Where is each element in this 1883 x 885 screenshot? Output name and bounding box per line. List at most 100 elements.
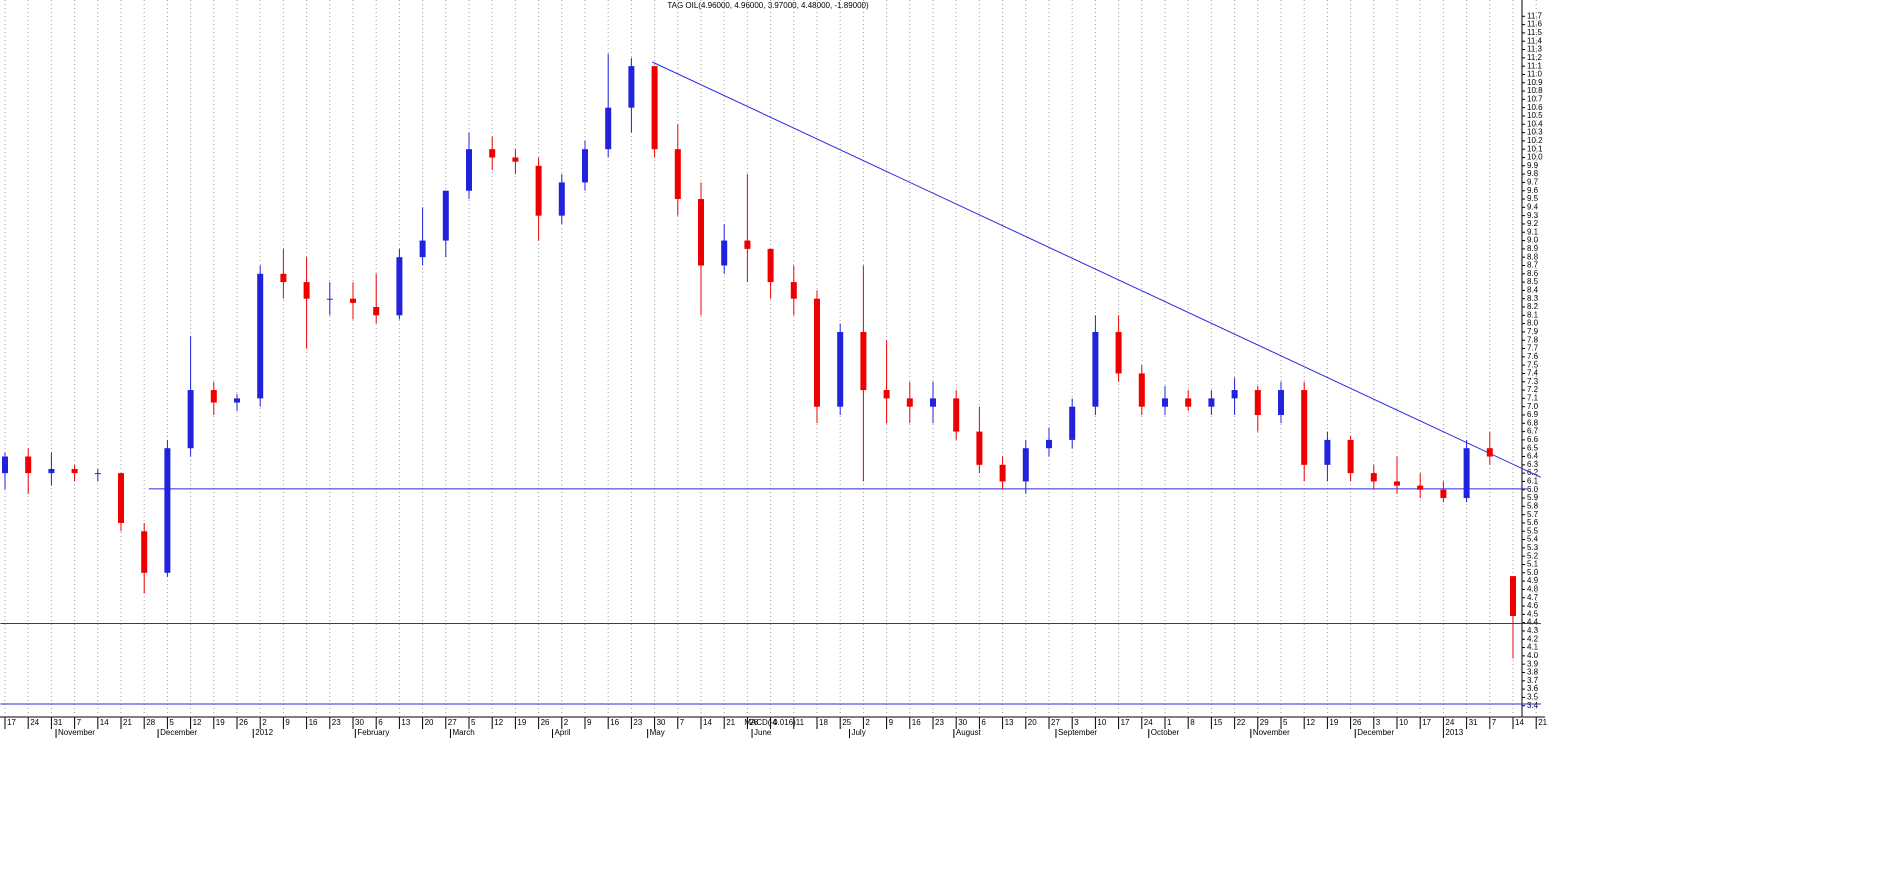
y-tick-label: 3.8 [1527, 668, 1539, 677]
y-tick-label: 9.7 [1527, 178, 1539, 187]
y-tick-label: 11.5 [1527, 28, 1543, 37]
y-tick-label: 4.7 [1527, 593, 1539, 602]
y-tick-label: 6.2 [1527, 468, 1539, 477]
x-tick-label: 23 [332, 718, 341, 727]
y-tick-label: 9.2 [1527, 219, 1539, 228]
month-label: August [956, 728, 982, 737]
month-label: November [1253, 728, 1290, 737]
candle-body [442, 190, 449, 241]
x-tick-label: 13 [401, 718, 410, 727]
y-tick-label: 5.0 [1527, 568, 1539, 577]
x-tick-label: 28 [749, 718, 758, 727]
candle-body [906, 398, 913, 407]
month-label: December [160, 728, 197, 737]
y-tick-label: 6.1 [1527, 477, 1539, 486]
candle-body [373, 307, 380, 316]
trend-line [652, 61, 1542, 478]
candle-body [1185, 398, 1192, 407]
x-tick-label: 2 [865, 718, 870, 727]
candle-body [674, 149, 681, 200]
y-tick-label: 7.0 [1527, 402, 1539, 411]
candle-body [512, 157, 519, 162]
x-tick-label: 5 [169, 718, 174, 727]
month-label: 2013 [1445, 728, 1463, 737]
candle-body [860, 331, 867, 391]
x-tick-label: 4 [773, 718, 778, 727]
candle-body [1278, 390, 1284, 415]
y-tick-label: 10.0 [1527, 153, 1543, 162]
candle-body [1092, 331, 1099, 407]
candle-body [326, 298, 333, 300]
candle-body [210, 390, 217, 403]
x-tick-label: 28 [146, 718, 155, 727]
y-tick-label: 8.3 [1527, 294, 1539, 303]
x-tick-label: 15 [1213, 718, 1222, 727]
candle-body [883, 390, 890, 399]
y-tick-label: 8.0 [1527, 319, 1539, 328]
month-label: May [650, 728, 665, 737]
y-tick-label: 10.3 [1527, 128, 1543, 137]
y-tick-label: 6.4 [1527, 452, 1539, 461]
y-tick-label: 4.1 [1527, 643, 1539, 652]
x-tick-label: 27 [1051, 718, 1060, 727]
x-tick-label: 16 [912, 718, 921, 727]
x-tick-label: 6 [981, 718, 986, 727]
y-tick-label: 9.5 [1527, 194, 1539, 203]
candle-body [71, 468, 78, 474]
x-tick-label: 7 [77, 718, 82, 727]
y-tick-label: 8.6 [1527, 269, 1539, 278]
x-tick-label: 30 [355, 718, 364, 727]
y-tick-label: 10.5 [1527, 111, 1543, 120]
candle-body [2, 456, 8, 474]
x-tick-label: 18 [819, 718, 828, 727]
candle-body [118, 473, 124, 523]
x-tick-label: 26 [541, 718, 550, 727]
x-tick-label: 10 [1399, 718, 1408, 727]
candle-body [767, 248, 774, 283]
x-tick-label: 23 [935, 718, 944, 727]
y-tick-label: 9.6 [1527, 186, 1539, 195]
candle-body [1069, 406, 1076, 440]
x-tick-label: 2 [564, 718, 569, 727]
candle-body [1347, 439, 1354, 474]
candle-body [350, 298, 356, 303]
x-tick-label: 13 [1005, 718, 1014, 727]
y-tick-label: 11.1 [1527, 61, 1543, 70]
y-tick-label: 3.9 [1527, 659, 1539, 668]
y-tick-label: 9.0 [1527, 236, 1539, 245]
y-tick-label: 8.4 [1527, 286, 1539, 295]
candle-body [744, 240, 751, 249]
month-label: November [58, 728, 95, 737]
x-tick-label: 26 [239, 718, 248, 727]
y-tick-label: 4.8 [1527, 585, 1539, 594]
x-tick-label: 21 [1538, 718, 1547, 727]
y-tick-label: 3.6 [1527, 684, 1539, 693]
x-tick-label: 1 [1167, 718, 1172, 727]
y-tick-label: 5.6 [1527, 518, 1539, 527]
x-tick-label: 3 [1074, 718, 1079, 727]
candle-body [558, 182, 565, 216]
candle-body [721, 240, 728, 266]
x-tick-label: 21 [726, 718, 735, 727]
y-tick-label: 5.1 [1527, 560, 1539, 569]
x-tick-label: 17 [1121, 718, 1130, 727]
y-tick-label: 7.6 [1527, 352, 1539, 361]
y-tick-label: 3.4 [1527, 701, 1539, 710]
candle-body [48, 468, 55, 474]
x-tick-label: 14 [703, 718, 712, 727]
candle-body [1115, 331, 1122, 374]
candle-body [280, 273, 287, 283]
candle-body [698, 199, 704, 266]
x-tick-label: 5 [1283, 718, 1288, 727]
y-tick-label: 9.3 [1527, 211, 1539, 220]
candle-body [164, 448, 171, 573]
x-tick-label: 2 [262, 718, 267, 727]
candle-body [187, 390, 194, 449]
y-tick-label: 7.1 [1527, 393, 1539, 402]
candle-body [1046, 439, 1052, 449]
candle-body [953, 398, 960, 432]
y-tick-label: 10.8 [1527, 86, 1543, 95]
y-tick-label: 6.5 [1527, 443, 1539, 452]
candle-body [489, 149, 496, 158]
